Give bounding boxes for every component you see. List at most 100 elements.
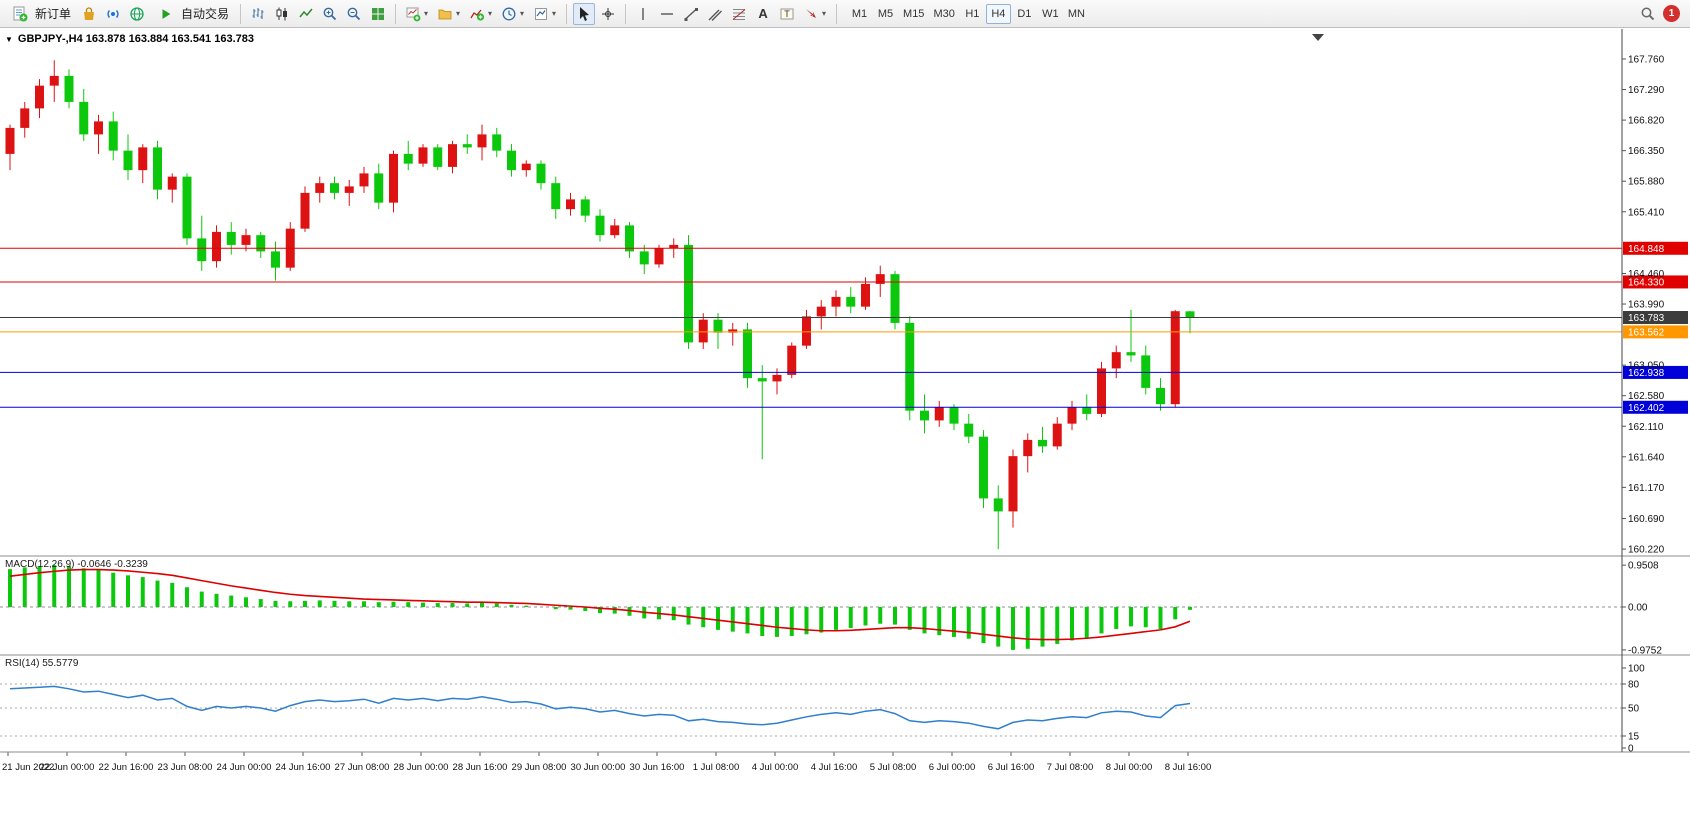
- svg-text:100: 100: [1628, 664, 1645, 675]
- toolbar-separator: [625, 3, 627, 24]
- svg-text:160.690: 160.690: [1628, 514, 1665, 525]
- notification-badge[interactable]: 1: [1663, 5, 1680, 22]
- indicators-icon[interactable]: [466, 3, 488, 25]
- svg-text:162.580: 162.580: [1628, 391, 1665, 402]
- svg-text:163.783: 163.783: [1628, 313, 1665, 324]
- hlines-layer: 164.848 164.330 163.783 163.562 162.938 162.4…: [0, 241, 1688, 414]
- auto-trading-label: 自动交易: [181, 7, 230, 21]
- svg-text:162.402: 162.402: [1628, 403, 1665, 414]
- rsi-panel: 100 80 50 150: [0, 664, 1645, 755]
- profiles-icon[interactable]: [434, 3, 456, 25]
- horizontal-line-tool-icon[interactable]: [656, 3, 678, 25]
- timeframe-m1[interactable]: M1: [847, 4, 872, 24]
- indicators-dropdown-icon[interactable]: ▾: [488, 9, 493, 18]
- svg-text:163.562: 163.562: [1628, 327, 1665, 338]
- macd-indicator-label: MACD(12,26,9) -0.0646 -0.3239: [5, 559, 148, 570]
- vertical-line-tool-icon[interactable]: [632, 3, 654, 25]
- templates-icon[interactable]: [530, 3, 552, 25]
- search-icon[interactable]: [1637, 3, 1659, 25]
- price-axis[interactable]: 167.760 167.290 166.820 166.350 165.880 165.4…: [1622, 55, 1665, 556]
- svg-text:165.880: 165.880: [1628, 177, 1665, 188]
- text-label-tool-icon[interactable]: T: [776, 3, 798, 25]
- svg-text:163.050: 163.050: [1628, 361, 1665, 372]
- new-order-label: 新订单: [35, 7, 72, 21]
- svg-text:1 Jul 08:00: 1 Jul 08:00: [693, 762, 739, 773]
- timeframe-m5[interactable]: M5: [873, 4, 898, 24]
- svg-text:7 Jul 08:00: 7 Jul 08:00: [1047, 762, 1093, 773]
- new-order-icon: [9, 3, 31, 25]
- svg-text:24 Jun 00:00: 24 Jun 00:00: [217, 762, 272, 773]
- market-icon[interactable]: [78, 3, 100, 25]
- bar-chart-icon[interactable]: [247, 3, 269, 25]
- signals-icon[interactable]: [102, 3, 124, 25]
- periods-icon[interactable]: [498, 3, 520, 25]
- arrows-tool-icon[interactable]: [800, 3, 822, 25]
- new-chart-icon[interactable]: [402, 3, 424, 25]
- svg-text:6 Jul 00:00: 6 Jul 00:00: [929, 762, 975, 773]
- timeframe-m30[interactable]: M30: [929, 4, 958, 24]
- svg-text:29 Jun 08:00: 29 Jun 08:00: [512, 762, 567, 773]
- svg-text:0.00: 0.00: [1628, 603, 1648, 614]
- svg-text:-0.9752: -0.9752: [1628, 645, 1662, 656]
- svg-text:22 Jun 16:00: 22 Jun 16:00: [99, 762, 154, 773]
- svg-text:161.170: 161.170: [1628, 483, 1665, 494]
- svg-text:28 Jun 00:00: 28 Jun 00:00: [394, 762, 449, 773]
- macd-panel: 0.9508 0.00 -0.9752: [0, 561, 1662, 656]
- profiles-dropdown-icon[interactable]: ▾: [456, 9, 461, 18]
- trendline-tool-icon[interactable]: [680, 3, 702, 25]
- timeframe-toolbar: M1 M5 M15 M30 H1 H4 D1 W1 MN: [847, 3, 1089, 24]
- arrows-dropdown-icon[interactable]: ▾: [822, 9, 827, 18]
- tile-windows-icon[interactable]: [367, 3, 389, 25]
- timeframe-m15[interactable]: M15: [899, 4, 928, 24]
- chart-window: 164.848 164.330 163.783 163.562 162.938 162.4…: [0, 29, 1690, 838]
- crosshair-tool-icon[interactable]: [597, 3, 619, 25]
- frame-layer: [0, 29, 1690, 753]
- periods-dropdown-icon[interactable]: ▾: [520, 9, 525, 18]
- candles-layer: [5, 60, 1195, 550]
- cursor-tool-icon[interactable]: [573, 2, 596, 25]
- text-tool-icon[interactable]: A: [758, 6, 768, 21]
- templates-dropdown-icon[interactable]: ▾: [552, 9, 557, 18]
- one-click-trading-arrow-icon[interactable]: ▼: [5, 34, 13, 44]
- auto-trading-icon: [155, 3, 177, 25]
- zoom-in-icon[interactable]: [319, 3, 341, 25]
- toolbar-separator: [566, 3, 568, 24]
- zoom-out-icon[interactable]: [343, 3, 365, 25]
- svg-text:166.820: 166.820: [1628, 116, 1665, 127]
- timeframe-h1[interactable]: H1: [960, 4, 985, 24]
- svg-text:167.290: 167.290: [1628, 85, 1665, 96]
- vps-icon[interactable]: [126, 3, 148, 25]
- svg-text:161.640: 161.640: [1628, 452, 1665, 463]
- svg-text:8 Jul 16:00: 8 Jul 16:00: [1165, 762, 1211, 773]
- auto-trading-button[interactable]: 自动交易: [150, 2, 234, 26]
- chart-canvas[interactable]: 164.848 164.330 163.783 163.562 162.938 162.4…: [0, 29, 1690, 838]
- svg-text:167.760: 167.760: [1628, 55, 1665, 66]
- svg-text:164.460: 164.460: [1628, 269, 1665, 280]
- svg-text:6 Jul 16:00: 6 Jul 16:00: [988, 762, 1034, 773]
- svg-text:163.990: 163.990: [1628, 300, 1665, 311]
- new-chart-dropdown-icon[interactable]: ▾: [424, 9, 429, 18]
- timeframe-h4[interactable]: H4: [985, 3, 1011, 24]
- toolbar-separator: [395, 3, 397, 24]
- svg-text:166.350: 166.350: [1628, 146, 1665, 157]
- svg-text:T: T: [784, 9, 790, 19]
- timeframe-mn[interactable]: MN: [1064, 4, 1089, 24]
- timeframe-d1[interactable]: D1: [1012, 4, 1037, 24]
- toolbar: 新订单 自动交易: [0, 0, 1690, 28]
- svg-text:50: 50: [1628, 704, 1640, 715]
- timeframe-w1[interactable]: W1: [1038, 4, 1063, 24]
- svg-text:0.9508: 0.9508: [1628, 561, 1659, 572]
- channel-tool-icon[interactable]: [704, 3, 726, 25]
- line-chart-icon[interactable]: [295, 3, 317, 25]
- candlestick-chart-icon[interactable]: [271, 3, 293, 25]
- svg-text:4 Jul 00:00: 4 Jul 00:00: [752, 762, 798, 773]
- svg-text:15: 15: [1628, 732, 1640, 743]
- svg-text:80: 80: [1628, 680, 1640, 691]
- fibonacci-tool-icon[interactable]: [728, 3, 750, 25]
- svg-text:30 Jun 00:00: 30 Jun 00:00: [571, 762, 626, 773]
- chart-title-text: GBPJPY-,H4 163.878 163.884 163.541 163.7…: [17, 33, 254, 45]
- new-order-button[interactable]: 新订单: [4, 2, 76, 26]
- svg-text:30 Jun 16:00: 30 Jun 16:00: [630, 762, 685, 773]
